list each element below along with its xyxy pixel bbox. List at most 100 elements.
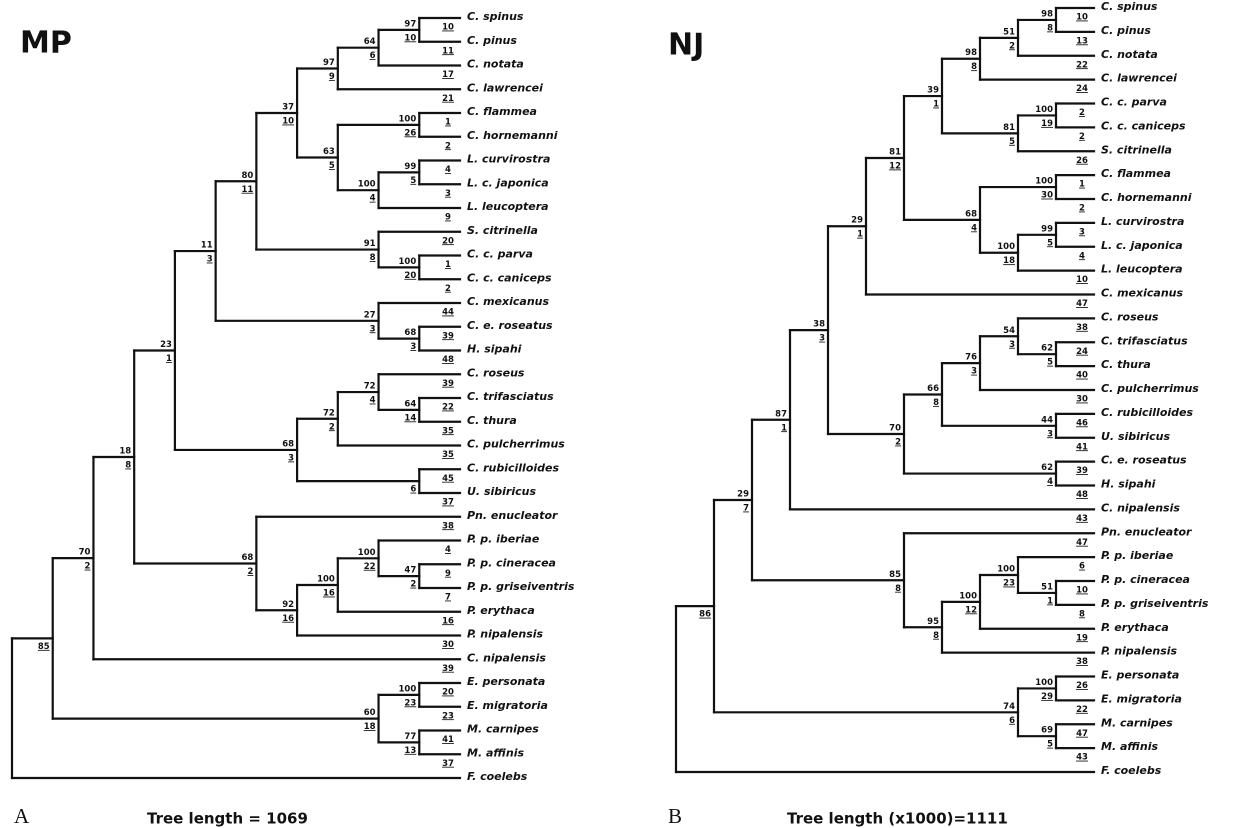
branch-length: 8 (895, 584, 901, 594)
taxon-name: F. coelebs (1101, 764, 1162, 777)
branch-length: 8 (1079, 609, 1085, 619)
branch-length: 26 (404, 128, 416, 138)
branch-length: 23 (404, 698, 416, 708)
branch-length: 10 (1076, 586, 1088, 596)
branch-length: 30 (442, 640, 454, 650)
taxon-name: C. thura (1101, 358, 1151, 371)
taxon-name: U. sibiricus (1101, 430, 1170, 443)
bootstrap-support: 76 (965, 353, 977, 363)
taxon-name: E. personata (1101, 669, 1179, 682)
taxon-name: M. carnipes (1101, 716, 1173, 729)
branch-length: 6 (410, 485, 416, 495)
branch-length: 10 (404, 33, 416, 43)
branch-length: 2 (329, 422, 335, 432)
branch-length: 22 (1076, 60, 1088, 70)
taxon-name: Pn. enucleator (467, 509, 558, 522)
bootstrap-support: 70 (889, 424, 901, 434)
branch-length: 29 (1041, 692, 1053, 702)
branch-length: 2 (895, 438, 901, 448)
taxon-name: L. curvirostra (1101, 215, 1184, 228)
bootstrap-support: 66 (927, 384, 939, 394)
taxon-name: L. leucoptera (467, 200, 549, 213)
bootstrap-support: 39 (927, 86, 939, 96)
branch-length: 9 (445, 213, 451, 223)
bootstrap-support: 68 (965, 209, 977, 219)
branch-length: 22 (364, 562, 376, 572)
branch-length: 85 (38, 642, 50, 652)
taxon-name: P. p. cineracea (467, 556, 556, 569)
taxon-name: C. flammea (467, 105, 537, 118)
branch-length: 23 (442, 711, 454, 721)
branch-length: 35 (442, 450, 454, 460)
branch-length: 2 (247, 567, 253, 577)
taxon-name: C. c. caniceps (1101, 119, 1186, 132)
branch-length: 5 (329, 161, 335, 171)
branch-length: 47 (1076, 538, 1088, 548)
branch-length: 8 (933, 631, 939, 641)
bootstrap-support: 97 (323, 58, 335, 68)
taxon-name: C. c. parva (467, 248, 533, 261)
branch-length: 39 (442, 664, 454, 674)
bootstrap-support: 99 (1041, 224, 1053, 234)
bootstrap-support: 100 (399, 684, 417, 694)
branch-length: 5 (1009, 137, 1015, 147)
taxon-name: C. e. roseatus (1101, 454, 1187, 467)
panel-label: A (14, 804, 30, 828)
taxon-name: P. p. griseiventris (1101, 597, 1209, 610)
bootstrap-support: 62 (1041, 344, 1053, 354)
bootstrap-support: 74 (1003, 702, 1015, 712)
branch-length: 5 (1047, 740, 1053, 750)
taxon-name: F. coelebs (467, 770, 528, 783)
taxon-name: U. sibiricus (467, 485, 536, 498)
taxon-name: C. mexicanus (467, 295, 549, 308)
taxon-name: P. nipalensis (1101, 645, 1178, 658)
taxon-name: P. p. griseiventris (467, 580, 575, 593)
bootstrap-support: 81 (889, 147, 901, 157)
branch-length: 44 (442, 308, 454, 318)
branch-length: 16 (282, 614, 294, 624)
branch-length: 8 (933, 398, 939, 408)
branch-length: 2 (1079, 108, 1085, 118)
taxon-name: C. mexicanus (1101, 287, 1183, 300)
tree-title: MP (20, 26, 72, 61)
bootstrap-support: 62 (1041, 463, 1053, 473)
taxon-name: Pn. enucleator (1101, 525, 1192, 538)
branch-length: 10 (1076, 275, 1088, 285)
branch-length: 4 (1047, 477, 1053, 487)
bootstrap-support: 47 (404, 566, 416, 576)
branch-length: 22 (442, 403, 454, 413)
branch-length: 8 (125, 461, 131, 471)
taxon-name: C. c. parva (1101, 96, 1167, 109)
branch-length: 1 (857, 230, 863, 240)
branch-length: 13 (1076, 36, 1088, 46)
branch-length: 1 (933, 100, 939, 110)
branch-length: 7 (743, 504, 749, 514)
branch-length: 9 (445, 569, 451, 579)
branch-length: 14 (404, 413, 416, 423)
taxon-name: P. p. iberiae (1101, 549, 1174, 562)
bootstrap-support: 91 (364, 239, 376, 249)
branch-length: 26 (1076, 156, 1088, 166)
taxon-name: E. migratoria (1101, 692, 1182, 705)
branch-length: 3 (410, 342, 416, 352)
branch-length: 8 (1047, 23, 1053, 33)
branch-length: 19 (1041, 119, 1053, 129)
branch-length: 10 (442, 23, 454, 33)
bootstrap-support: 85 (889, 570, 901, 580)
branch-length: 47 (1076, 729, 1088, 739)
panel-label: B (668, 804, 682, 828)
taxon-name: H. sipahi (1101, 478, 1156, 491)
taxon-name: C. pinus (467, 34, 517, 47)
branch-length: 1 (445, 118, 451, 128)
branch-length: 1 (166, 354, 172, 364)
branch-length: 37 (442, 759, 454, 769)
taxon-name: P. p. iberiae (467, 533, 540, 546)
branch-length: 2 (1079, 132, 1085, 142)
branch-length: 18 (364, 722, 376, 732)
taxon-name: C. flammea (1101, 167, 1171, 180)
bootstrap-support: 54 (1003, 326, 1015, 336)
taxon-name: C. rubicilloides (467, 461, 559, 474)
branch-length: 2 (1079, 204, 1085, 214)
branch-length: 19 (1076, 633, 1088, 643)
